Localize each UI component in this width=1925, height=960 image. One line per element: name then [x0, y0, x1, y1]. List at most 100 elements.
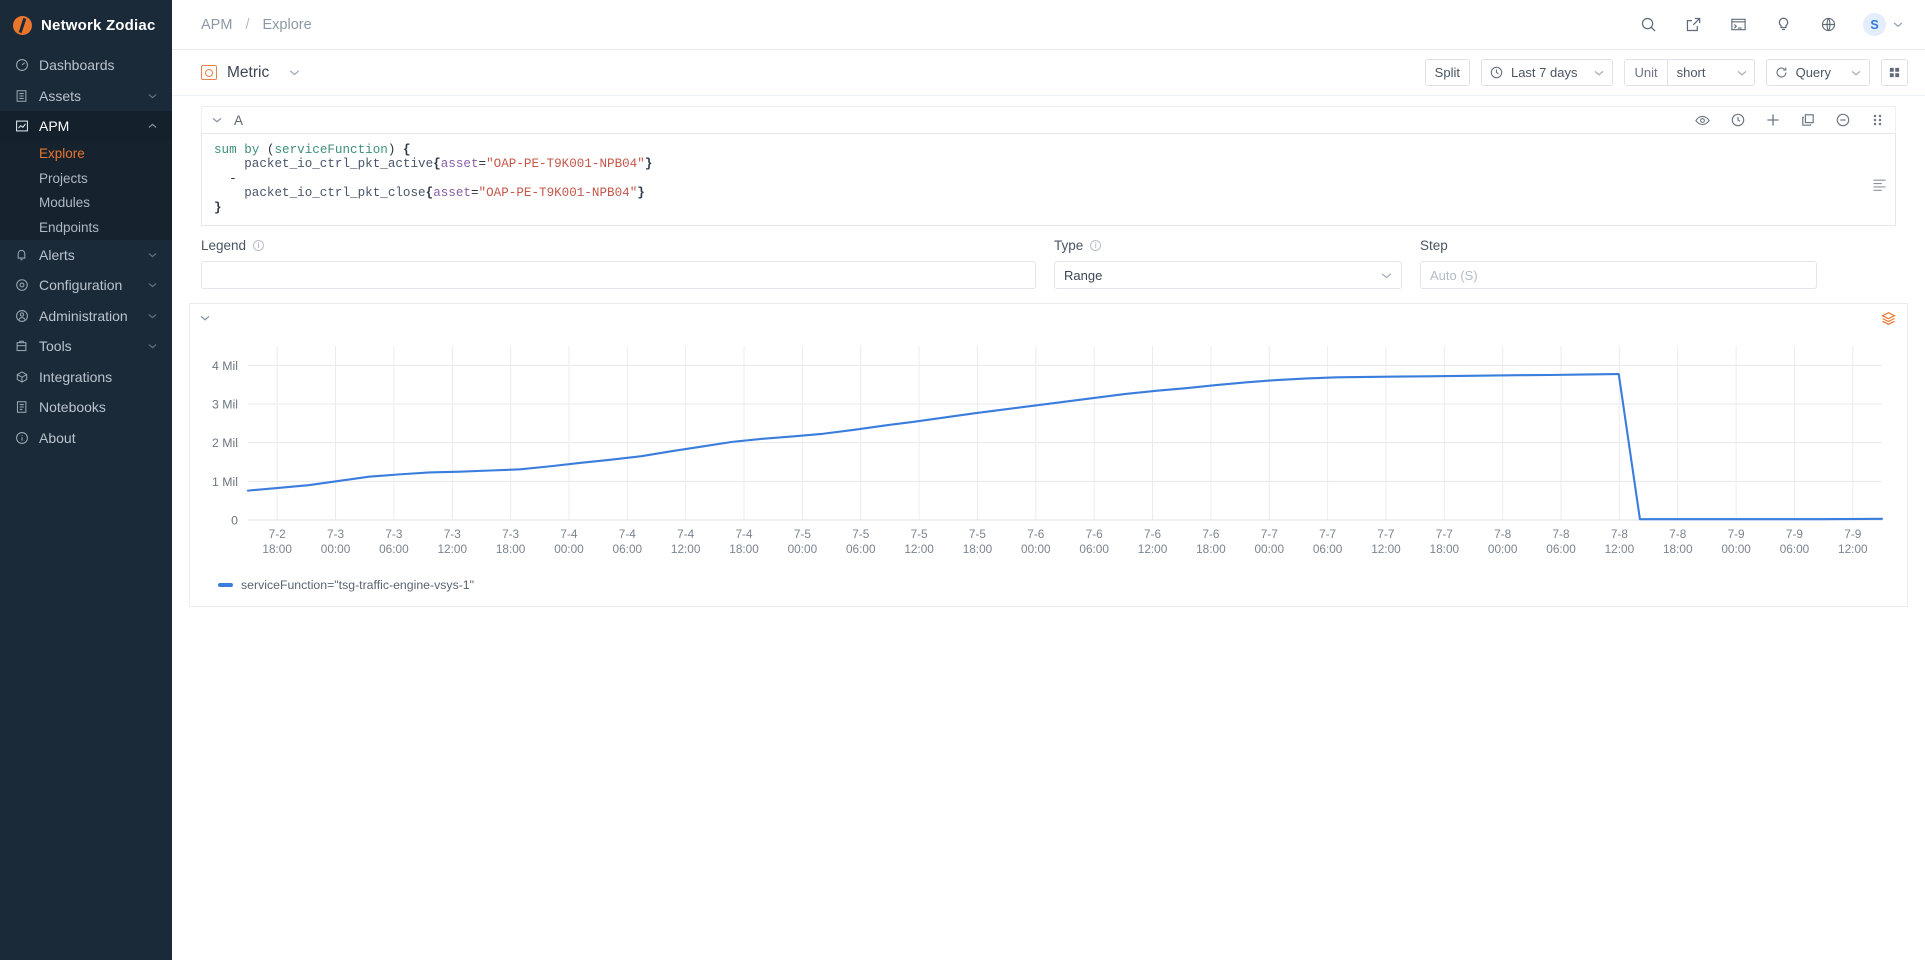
x-tick-label-time: 00:00: [1488, 542, 1518, 556]
info-icon[interactable]: i: [253, 240, 265, 252]
layers-icon[interactable]: [1881, 311, 1896, 326]
terminal-icon[interactable]: [1728, 15, 1748, 35]
sidebar-item-integrations[interactable]: Integrations: [0, 362, 172, 393]
x-tick-label-date: 7-7: [1377, 527, 1394, 541]
chevron-down-icon[interactable]: [1381, 272, 1392, 279]
code-token: "OAP-PE-T9K001-NPB04": [486, 157, 645, 172]
x-tick-label-time: 00:00: [554, 542, 584, 556]
chevron-down-icon[interactable]: [146, 282, 158, 288]
x-tick-label-time: 06:00: [1313, 542, 1343, 556]
x-tick-label-time: 12:00: [904, 542, 934, 556]
x-tick-label-date: 7-2: [269, 527, 286, 541]
x-tick-label-date: 7-4: [677, 527, 694, 541]
minus-circle-icon[interactable]: [1835, 113, 1850, 128]
info-icon[interactable]: i: [1090, 240, 1102, 252]
sidebar-item-tools[interactable]: Tools: [0, 331, 172, 362]
code-token: =: [478, 157, 487, 172]
unit-selector[interactable]: Unit short: [1624, 59, 1755, 86]
grid-layout-button[interactable]: [1881, 59, 1908, 86]
chevron-down-icon[interactable]: [1737, 70, 1747, 76]
eye-icon[interactable]: [1695, 113, 1710, 128]
x-tick-label-time: 00:00: [1021, 542, 1051, 556]
code-token: ): [387, 143, 396, 157]
format-lines-icon[interactable]: [1871, 176, 1887, 192]
code-line: }: [214, 201, 1883, 215]
chevron-down-icon[interactable]: [200, 315, 210, 321]
sidebar-item-administration[interactable]: Administration: [0, 301, 172, 332]
chevron-down-icon[interactable]: [1594, 70, 1604, 76]
legend-series-label[interactable]: serviceFunction="tsg-traffic-engine-vsys…: [241, 578, 475, 593]
y-tick-label: 4 Mil: [212, 359, 238, 373]
sidebar-item-dashboards[interactable]: Dashboards: [0, 50, 172, 81]
step-label-row: Step: [1420, 238, 1817, 253]
breadcrumb-root[interactable]: APM: [201, 16, 233, 33]
clock-icon[interactable]: [1730, 113, 1745, 128]
x-tick-label-date: 7-4: [619, 527, 636, 541]
avatar[interactable]: S: [1863, 13, 1886, 36]
query-name: A: [234, 112, 244, 128]
split-button[interactable]: Split: [1424, 59, 1470, 86]
chevron-down-icon[interactable]: [146, 252, 158, 258]
breadcrumb-leaf[interactable]: Explore: [262, 16, 312, 33]
legend-label: Legend: [201, 238, 247, 254]
search-icon[interactable]: [1638, 15, 1658, 35]
code-line: -: [214, 172, 1883, 186]
chevron-down-icon[interactable]: [146, 93, 158, 99]
code-token: asset: [440, 157, 479, 172]
code-line: packet_io_ctrl_pkt_active{asset="OAP-PE-…: [214, 157, 1883, 171]
sidebar-item-notebooks[interactable]: Notebooks: [0, 392, 172, 423]
x-tick-label-date: 7-4: [736, 527, 753, 541]
chevron-up-icon[interactable]: [146, 123, 158, 129]
x-tick-label-time: 06:00: [379, 542, 409, 556]
zodiac-logo-icon: [13, 15, 32, 35]
type-label-row: Type i: [1054, 238, 1402, 253]
unit-value-select[interactable]: short: [1668, 60, 1754, 85]
external-link-icon[interactable]: [1683, 15, 1703, 35]
sidebar-item-modules[interactable]: Modules: [0, 191, 172, 216]
x-tick-label-date: 7-3: [327, 527, 344, 541]
sidebar-item-about[interactable]: About: [0, 423, 172, 454]
sidebar-item-label: Integrations: [39, 368, 113, 385]
time-range-picker[interactable]: Last 7 days: [1480, 59, 1614, 86]
brand[interactable]: Network Zodiac: [0, 0, 172, 50]
type-select[interactable]: Range: [1054, 261, 1402, 290]
globe-icon[interactable]: [1818, 15, 1838, 35]
chart-series-line-0[interactable]: [246, 373, 1884, 521]
lightbulb-icon[interactable]: [1773, 15, 1793, 35]
plus-icon[interactable]: [1765, 113, 1780, 128]
legend-input[interactable]: [201, 261, 1036, 290]
copy-icon[interactable]: [1800, 113, 1815, 128]
y-tick-label: 0: [231, 514, 238, 528]
code-token: sum by: [214, 143, 267, 157]
sidebar-item-label: Assets: [39, 87, 82, 104]
step-option: Step Auto (S): [1420, 238, 1835, 290]
sidebar-item-alerts[interactable]: Alerts: [0, 240, 172, 271]
x-tick-label-date: 7-6: [1202, 527, 1219, 541]
chevron-down-icon[interactable]: [289, 69, 300, 76]
code-token: asset: [433, 186, 471, 201]
query-run-button[interactable]: Query: [1765, 59, 1870, 86]
sidebar-item-apm[interactable]: APM: [0, 111, 172, 142]
drag-handle-icon[interactable]: [1870, 113, 1885, 128]
promql-code-editor[interactable]: sum by (serviceFunction) { packet_io_ctr…: [201, 133, 1896, 227]
x-tick-label-time: 12:00: [1838, 542, 1868, 556]
chevron-down-icon[interactable]: [1851, 70, 1861, 76]
chevron-down-icon[interactable]: [146, 343, 158, 349]
sidebar-item-explore[interactable]: Explore: [0, 142, 172, 167]
sidebar-item-configuration[interactable]: Configuration: [0, 270, 172, 301]
chevron-down-icon[interactable]: [1893, 21, 1903, 28]
step-input[interactable]: Auto (S): [1420, 261, 1817, 290]
time-range-value: Last 7 days: [1510, 65, 1578, 80]
code-token: {: [425, 186, 434, 201]
sidebar-item-projects[interactable]: Projects: [0, 166, 172, 191]
sidebar-item-label: Administration: [39, 307, 128, 324]
sidebar-item-endpoints[interactable]: Endpoints: [0, 215, 172, 240]
chevron-down-icon[interactable]: [146, 313, 158, 319]
chevron-down-icon[interactable]: [212, 117, 222, 123]
x-tick-label-date: 7-3: [502, 527, 519, 541]
metric-type-selector[interactable]: Metric: [201, 64, 300, 82]
sidebar-item-assets[interactable]: Assets: [0, 81, 172, 112]
